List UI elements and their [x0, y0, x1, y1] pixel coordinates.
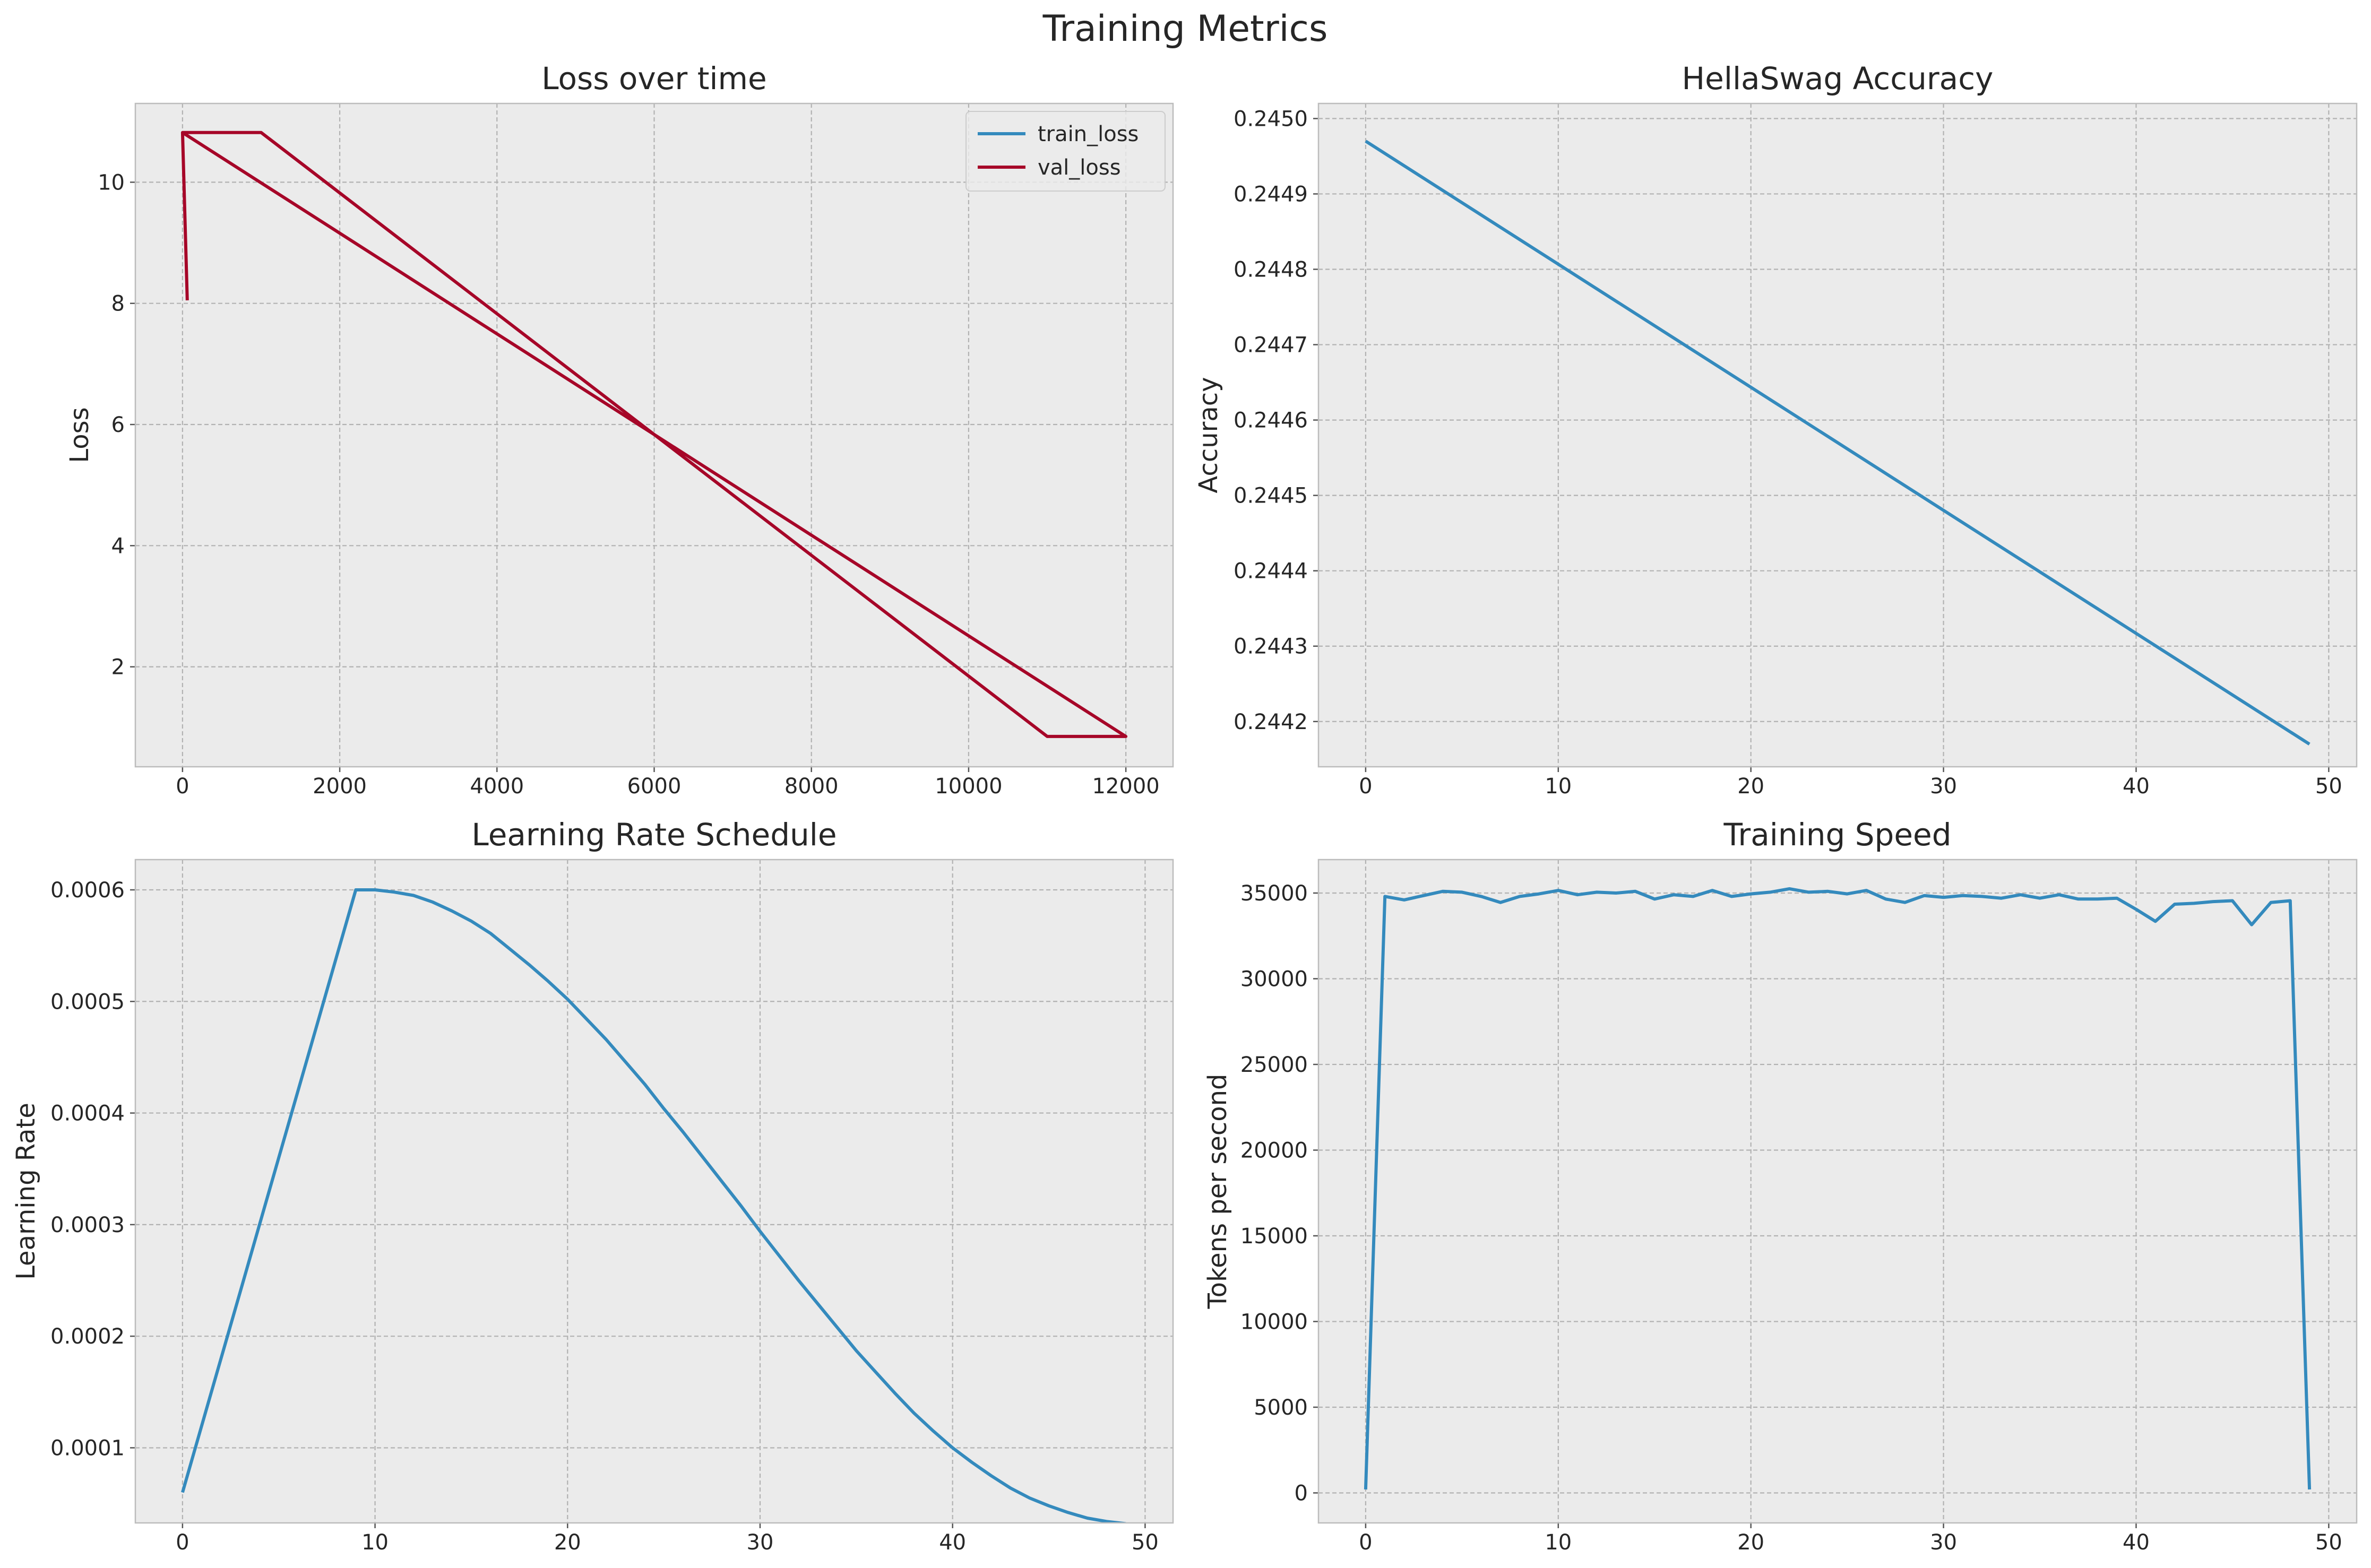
y-tick-label: 0.0006	[50, 878, 125, 903]
x-tick-label: 20	[1737, 1530, 1764, 1555]
x-tick-label: 50	[2315, 1530, 2342, 1555]
x-tick-label: 10000	[935, 774, 1002, 799]
x-tick-label: 0	[176, 774, 189, 799]
y-tick-label: 0.2446	[1234, 409, 1308, 433]
y-tick-label: 20000	[1240, 1138, 1308, 1163]
y-tick-label: 0.0003	[50, 1213, 125, 1237]
y-tick-label: 0.0001	[50, 1436, 125, 1460]
y-tick-label: 0.0002	[50, 1324, 125, 1349]
series-lines	[1365, 140, 2310, 746]
y-tick-label: 0.2449	[1234, 182, 1308, 206]
y-axis-label: Learning Rate	[11, 1103, 41, 1280]
chart-hellaswag: 0 10 20 30 40 50 0.2442 0.2443 0.2444 0.2445 0.244…	[1194, 60, 2358, 799]
y-tick-label: 30000	[1240, 967, 1308, 991]
y-tick-label: 35000	[1240, 881, 1308, 906]
y-tick-label: 0	[1295, 1481, 1308, 1505]
y-tick-label: 15000	[1240, 1224, 1308, 1249]
y-axis-label: Accuracy	[1194, 377, 1223, 493]
chart-training-speed: 0 10 20 30 40 50 0 5000 10000 15000 20000 25000 3000…	[1203, 817, 2358, 1555]
chart-learning-rate: 0 10 20 30 40 50 0.0001 0.0002 0.0003 0.0004 0.000…	[11, 817, 1174, 1555]
x-tick-label: 2000	[313, 774, 367, 799]
x-tick-label: 50	[2315, 774, 2342, 799]
chart-title: Loss over time	[541, 60, 766, 97]
x-tick-label: 10	[1545, 1530, 1572, 1555]
chart-title: HellaSwag Accuracy	[1682, 60, 1994, 97]
y-tick-label: 10	[98, 170, 125, 195]
y-tick-label: 0.2444	[1234, 559, 1308, 584]
y-tick-label: 0.2442	[1234, 710, 1308, 734]
y-tick-label: 0.2445	[1234, 484, 1308, 508]
plot-area	[1318, 860, 2357, 1523]
x-tick-label: 30	[1930, 1530, 1957, 1555]
x-tick-label: 40	[939, 1530, 966, 1555]
plot-frame	[1317, 859, 2358, 1524]
chart-loss: 0 2000 4000 6000 8000 10000 12000 2 4 6 8 10 Loss ov…	[65, 60, 1174, 799]
y-tick-label: 8	[111, 292, 125, 316]
y-tick-label: 6	[111, 413, 125, 437]
series-lines	[181, 888, 1126, 1523]
y-tick-label: 0.2448	[1234, 258, 1308, 282]
legend-label: train_loss	[1038, 122, 1139, 146]
x-tick-label: 10	[361, 1530, 389, 1555]
x-tick-label: 40	[2123, 774, 2150, 799]
y-tick-label: 0.0004	[50, 1102, 125, 1126]
plot-frame	[1317, 102, 2358, 768]
y-tick-label: 2	[111, 655, 125, 680]
chart-title: Learning Rate Schedule	[471, 817, 837, 853]
y-tick-label: 25000	[1240, 1053, 1308, 1077]
x-tick-label: 40	[2123, 1530, 2150, 1555]
series-line-hellaswag	[1365, 140, 2310, 746]
legend-label: val_loss	[1038, 155, 1121, 180]
series-lines	[1364, 887, 2312, 1490]
series-line-learning-rate	[181, 888, 1126, 1523]
x-tick-label: 0	[1359, 1530, 1372, 1555]
x-tick-label: 4000	[470, 774, 524, 799]
plot-area	[1318, 103, 2357, 767]
legend-box	[965, 111, 1166, 192]
y-tick-label: 0.2443	[1234, 635, 1308, 659]
y-axis-label: Tokens per second	[1203, 1073, 1232, 1309]
chart-title: Training Speed	[1723, 817, 1951, 853]
x-tick-label: 0	[176, 1530, 189, 1555]
x-tick-label: 0	[1359, 774, 1372, 799]
x-tick-label: 8000	[784, 774, 839, 799]
plot-frame	[134, 859, 1174, 1524]
y-tick-label: 0.2450	[1234, 107, 1308, 131]
plot-frame	[134, 102, 1174, 768]
x-tick-label: 20	[554, 1530, 581, 1555]
x-tick-label: 30	[1930, 774, 1957, 799]
y-tick-label: 0.0005	[50, 990, 125, 1014]
y-tick-label: 0.2447	[1234, 333, 1308, 358]
figure-title: Training Metrics	[1042, 8, 1328, 50]
x-tick-label: 10	[1545, 774, 1572, 799]
x-tick-label: 20	[1737, 774, 1764, 799]
series-line-training-speed	[1364, 887, 2312, 1490]
x-tick-label: 12000	[1092, 774, 1160, 799]
plot-area	[135, 860, 1173, 1523]
y-tick-label: 10000	[1240, 1310, 1308, 1334]
x-tick-label: 6000	[627, 774, 682, 799]
legend: train_loss val_loss	[965, 111, 1166, 192]
series-lines	[180, 131, 1128, 738]
x-tick-label: 30	[747, 1530, 774, 1555]
y-tick-label: 5000	[1254, 1396, 1308, 1420]
y-axis-label: Loss	[65, 407, 94, 463]
series-line-val-loss	[180, 131, 1128, 738]
x-tick-label: 50	[1132, 1530, 1159, 1555]
y-tick-label: 4	[111, 534, 125, 558]
